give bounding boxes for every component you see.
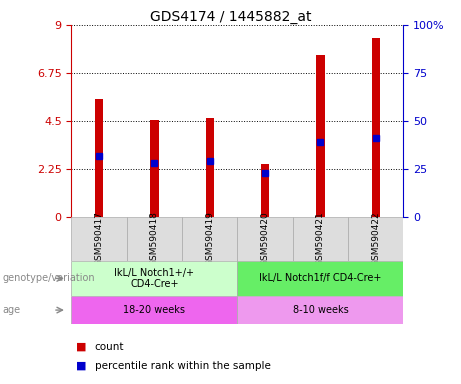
Text: GSM590418: GSM590418 xyxy=(150,212,159,266)
Text: GSM590417: GSM590417 xyxy=(95,212,104,266)
Text: GSM590422: GSM590422 xyxy=(371,212,380,266)
Bar xyxy=(150,120,159,217)
Text: IkL/L Notch1+/+
CD4-Cre+: IkL/L Notch1+/+ CD4-Cre+ xyxy=(114,268,195,289)
Bar xyxy=(182,217,237,261)
Bar xyxy=(293,217,348,261)
Bar xyxy=(261,164,269,217)
Text: GSM590420: GSM590420 xyxy=(260,212,270,266)
Bar xyxy=(348,217,403,261)
Text: 8-10 weeks: 8-10 weeks xyxy=(293,305,348,315)
Bar xyxy=(237,261,403,296)
Text: GDS4174 / 1445882_at: GDS4174 / 1445882_at xyxy=(150,10,311,23)
Text: ■: ■ xyxy=(76,342,87,352)
Bar xyxy=(127,217,182,261)
Text: ■: ■ xyxy=(76,361,87,371)
Bar xyxy=(71,261,237,296)
Text: genotype/variation: genotype/variation xyxy=(2,273,95,283)
Bar xyxy=(95,99,103,217)
Bar xyxy=(71,296,237,324)
Bar xyxy=(237,296,403,324)
Bar xyxy=(237,217,293,261)
Text: 18-20 weeks: 18-20 weeks xyxy=(124,305,185,315)
Text: GSM590419: GSM590419 xyxy=(205,212,214,266)
Bar xyxy=(316,55,325,217)
Text: percentile rank within the sample: percentile rank within the sample xyxy=(95,361,271,371)
Text: GSM590421: GSM590421 xyxy=(316,212,325,266)
Text: age: age xyxy=(2,305,20,315)
Bar xyxy=(372,38,380,217)
Text: IkL/L Notch1f/f CD4-Cre+: IkL/L Notch1f/f CD4-Cre+ xyxy=(259,273,382,283)
Bar xyxy=(206,118,214,217)
Bar xyxy=(71,217,127,261)
Text: count: count xyxy=(95,342,124,352)
